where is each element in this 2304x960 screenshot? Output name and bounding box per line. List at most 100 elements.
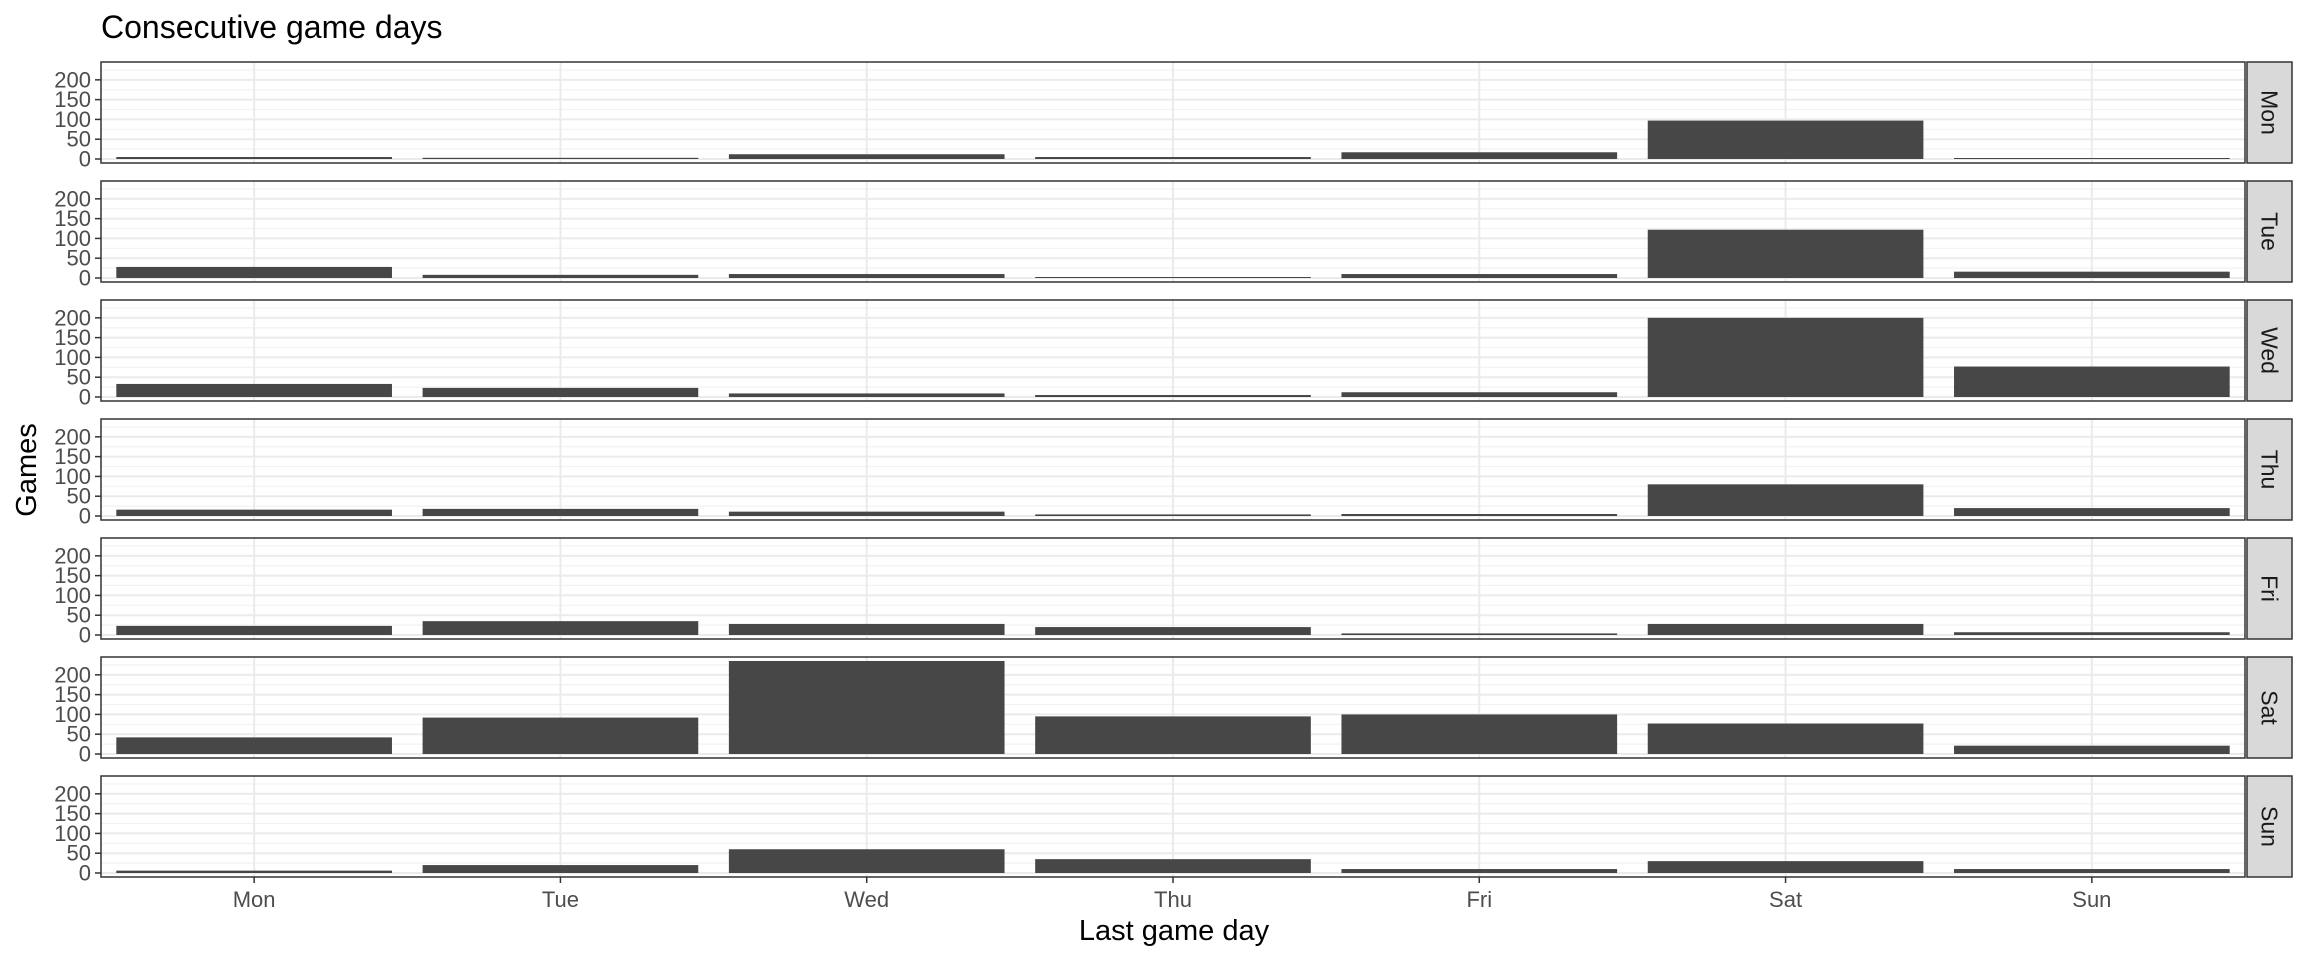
bar-fri-mon bbox=[116, 625, 392, 635]
facet-strip-label: Fri bbox=[2257, 575, 2283, 602]
y-tick-label: 200 bbox=[54, 781, 91, 806]
bar-wed-mon bbox=[116, 383, 392, 397]
facet-panels: 050100150200Mon050100150200Tue0501001502… bbox=[54, 61, 2293, 886]
y-tick-label: 150 bbox=[54, 87, 91, 112]
bar-tue-wed bbox=[728, 274, 1005, 278]
panel-border bbox=[100, 656, 2246, 759]
facet-strip bbox=[2246, 299, 2293, 402]
panel-border bbox=[100, 537, 2246, 640]
y-tick-label: 0 bbox=[79, 385, 91, 410]
y-tick-label: 50 bbox=[67, 484, 91, 509]
panel-border bbox=[100, 61, 2246, 164]
bar-mon-thu bbox=[1035, 157, 1311, 159]
y-tick-label: 100 bbox=[54, 464, 91, 489]
bar-sat-sat bbox=[1647, 723, 1924, 754]
bar-fri-wed bbox=[728, 623, 1005, 635]
facet-strip-label: Mon bbox=[2257, 90, 2283, 135]
bar-tue-sun bbox=[1954, 271, 2230, 278]
facet-strip bbox=[2246, 775, 2293, 878]
chart-title: Consecutive game days bbox=[101, 9, 443, 45]
facet-strip bbox=[2246, 537, 2293, 640]
bar-wed-fri bbox=[1341, 392, 1618, 397]
bar-tue-tue bbox=[422, 274, 699, 278]
x-axis-ticks: Mon Tue Wed Thu Fri Sat Sun bbox=[233, 877, 2111, 912]
y-tick-label: 150 bbox=[54, 206, 91, 231]
x-tick-label-tue: Tue bbox=[542, 887, 579, 912]
facet-strip bbox=[2246, 61, 2293, 164]
bar-sat-thu bbox=[1035, 716, 1311, 754]
bar-mon-sun bbox=[1954, 158, 2230, 159]
bar-fri-sat bbox=[1647, 623, 1924, 635]
y-tick-label: 0 bbox=[79, 861, 91, 886]
y-tick-label: 100 bbox=[54, 702, 91, 727]
bar-sun-sun bbox=[1954, 869, 2230, 873]
bar-thu-thu bbox=[1035, 514, 1311, 516]
bar-sun-tue bbox=[422, 865, 699, 873]
bar-fri-fri bbox=[1341, 633, 1618, 635]
bar-sun-wed bbox=[728, 849, 1005, 873]
y-tick-label: 50 bbox=[67, 365, 91, 390]
bar-thu-tue bbox=[422, 508, 699, 516]
y-tick-label: 200 bbox=[54, 543, 91, 568]
bar-wed-sun bbox=[1954, 366, 2230, 397]
bar-tue-fri bbox=[1341, 274, 1618, 278]
facet-strip bbox=[2246, 418, 2293, 521]
panel-border bbox=[100, 299, 2246, 402]
bar-mon-wed bbox=[728, 154, 1005, 159]
y-tick-label: 100 bbox=[54, 226, 91, 251]
y-tick-label: 0 bbox=[79, 147, 91, 172]
y-tick-label: 0 bbox=[79, 742, 91, 767]
y-tick-label: 150 bbox=[54, 682, 91, 707]
bar-fri-sun bbox=[1954, 632, 2230, 635]
y-tick-label: 150 bbox=[54, 563, 91, 588]
y-tick-label: 200 bbox=[54, 67, 91, 92]
y-tick-label: 100 bbox=[54, 821, 91, 846]
x-tick-label-fri: Fri bbox=[1466, 887, 1492, 912]
bar-sat-wed bbox=[728, 660, 1005, 754]
facet-strip bbox=[2246, 656, 2293, 759]
panel-border bbox=[100, 180, 2246, 283]
bar-thu-sat bbox=[1647, 484, 1924, 516]
bar-fri-tue bbox=[422, 621, 699, 635]
y-tick-label: 50 bbox=[67, 246, 91, 271]
y-tick-label: 0 bbox=[79, 623, 91, 648]
bar-wed-tue bbox=[422, 387, 699, 397]
facet-strip bbox=[2246, 180, 2293, 283]
facet-strip-label: Thu bbox=[2257, 450, 2283, 490]
y-tick-label: 200 bbox=[54, 662, 91, 687]
bar-sat-sun bbox=[1954, 745, 2230, 754]
bar-thu-wed bbox=[728, 511, 1005, 516]
y-tick-label: 150 bbox=[54, 801, 91, 826]
bar-thu-mon bbox=[116, 509, 392, 516]
bar-tue-sat bbox=[1647, 229, 1924, 278]
x-tick-label-sun: Sun bbox=[2072, 887, 2111, 912]
x-tick-label-wed: Wed bbox=[844, 887, 889, 912]
y-tick-label: 50 bbox=[67, 722, 91, 747]
x-axis-title: Last game day bbox=[1079, 915, 1270, 947]
bar-sat-fri bbox=[1341, 714, 1618, 754]
bar-mon-sat bbox=[1647, 120, 1924, 159]
bar-thu-sun bbox=[1954, 508, 2230, 516]
bar-wed-wed bbox=[728, 393, 1005, 397]
panel-border bbox=[100, 418, 2246, 521]
facet-strip-label: Tue bbox=[2257, 212, 2283, 251]
bar-wed-sat bbox=[1647, 317, 1924, 397]
bar-thu-fri bbox=[1341, 514, 1618, 516]
bar-fri-thu bbox=[1035, 627, 1311, 635]
x-tick-label-sat: Sat bbox=[1769, 887, 1802, 912]
y-tick-label: 0 bbox=[79, 504, 91, 529]
y-tick-label: 50 bbox=[67, 603, 91, 628]
y-tick-label: 200 bbox=[54, 424, 91, 449]
bar-mon-fri bbox=[1341, 152, 1618, 159]
y-tick-label: 50 bbox=[67, 841, 91, 866]
bar-sun-thu bbox=[1035, 859, 1311, 873]
y-tick-label: 150 bbox=[54, 325, 91, 350]
facet-strip-label: Wed bbox=[2257, 327, 2283, 374]
